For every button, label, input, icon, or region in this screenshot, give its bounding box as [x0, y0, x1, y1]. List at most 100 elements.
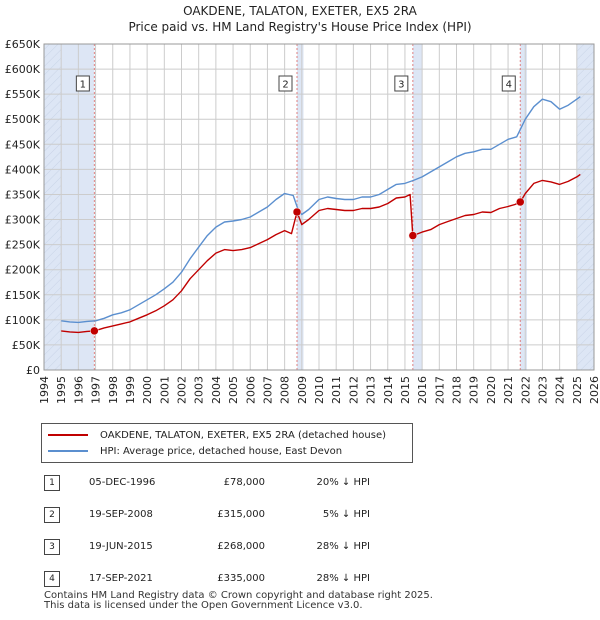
y-tick-label: £0 — [26, 364, 40, 377]
legend-swatch-property — [48, 434, 88, 436]
hpi-line — [61, 96, 581, 324]
x-tick-label: 2015 — [399, 376, 412, 404]
sale-point — [408, 231, 418, 240]
transaction-number: 1 — [44, 475, 60, 491]
x-tick-label: 2022 — [519, 376, 532, 404]
transaction-date: 05-DEC-1996 — [89, 477, 156, 488]
x-tick-label: 2012 — [347, 376, 360, 404]
x-tick-label: 2002 — [176, 376, 189, 404]
hatched-range — [576, 44, 594, 370]
x-tick-label: 2008 — [279, 376, 292, 404]
transaction-row: 1 05-DEC-1996 £78,000 20% ↓ HPI — [0, 472, 600, 492]
shaded-range — [520, 44, 527, 370]
y-tick-label: £400K — [5, 163, 41, 176]
x-tick-label: 2006 — [244, 376, 257, 404]
chart-subtitle: Price paid vs. HM Land Registry's House … — [128, 20, 472, 34]
y-tick-label: £600K — [5, 63, 41, 76]
transaction-number: 4 — [44, 571, 60, 587]
y-tick-label: £150K — [5, 289, 41, 302]
transaction-price: £315,000 — [217, 509, 265, 520]
x-tick-label: 2001 — [158, 376, 171, 404]
property-price-line — [61, 173, 581, 334]
sale-marker-label: 4 — [506, 80, 512, 91]
x-tick-label: 2021 — [502, 376, 515, 404]
sale-point — [90, 326, 99, 336]
y-tick-label: £450K — [5, 138, 41, 151]
transaction-date: 19-JUN-2015 — [89, 541, 153, 552]
transaction-number: 2 — [44, 507, 60, 523]
legend-item-hpi: HPI: Average price, detached house, East… — [48, 444, 342, 458]
x-tick-label: 1995 — [55, 376, 68, 404]
x-tick-label: 1997 — [90, 376, 103, 404]
transaction-date: 17-SEP-2021 — [89, 573, 153, 584]
x-tick-label: 2000 — [141, 376, 154, 404]
transaction-hpi-diff: 5% ↓ HPI — [322, 509, 370, 520]
y-tick-label: £200K — [5, 264, 41, 277]
legend: OAKDENE, TALATON, EXETER, EX5 2RA (detac… — [41, 423, 413, 463]
x-tick-label: 2023 — [536, 376, 549, 404]
plot-area-frame — [43, 43, 595, 371]
x-tick-label: 2018 — [451, 376, 464, 404]
footer-copyright: Contains HM Land Registry data © Crown c… — [44, 590, 433, 601]
x-tick-label: 2004 — [210, 376, 223, 404]
x-tick-label: 2025 — [571, 376, 584, 404]
transaction-hpi-diff: 28% ↓ HPI — [316, 541, 370, 552]
y-tick-label: £250K — [5, 239, 41, 252]
y-tick-label: £550K — [5, 88, 41, 101]
sale-marker-label: 3 — [398, 80, 404, 91]
x-tick-label: 2003 — [193, 376, 206, 404]
transaction-price: £335,000 — [217, 573, 265, 584]
sale-marker-box — [501, 75, 516, 92]
x-tick-label: 1998 — [107, 376, 120, 404]
legend-label-property: OAKDENE, TALATON, EXETER, EX5 2RA (detac… — [100, 429, 387, 441]
x-tick-label: 2014 — [382, 376, 395, 404]
transaction-row: 3 19-JUN-2015 £268,000 28% ↓ HPI — [0, 536, 600, 556]
y-tick-label: £300K — [5, 214, 41, 227]
legend-swatch-hpi — [48, 450, 88, 452]
x-tick-label: 2005 — [227, 376, 240, 404]
transaction-price: £268,000 — [217, 541, 265, 552]
x-tick-label: 2013 — [365, 376, 378, 404]
y-tick-label: £650K — [5, 38, 41, 51]
transaction-hpi-diff: 20% ↓ HPI — [316, 477, 370, 488]
shaded-range — [412, 44, 423, 370]
legend-label-hpi: HPI: Average price, detached house, East… — [100, 445, 343, 457]
y-tick-label: £350K — [5, 188, 41, 201]
x-tick-label: 1994 — [38, 376, 51, 404]
y-tick-label: £50K — [12, 339, 41, 352]
price-chart: 1 2 3 4 £0 £50K £100K £150K £200K £250K £300K £350… — [5, 38, 600, 404]
sale-point — [516, 197, 525, 207]
legend-item-property: OAKDENE, TALATON, EXETER, EX5 2RA (detac… — [48, 428, 386, 442]
sale-marker-box — [394, 75, 409, 92]
x-tick-label: 1999 — [124, 376, 137, 404]
x-tick-label: 2019 — [468, 376, 481, 404]
sale-marker-box — [75, 75, 90, 92]
x-tick-label: 2010 — [313, 376, 326, 404]
transaction-number: 3 — [44, 539, 60, 555]
x-tick-label: 2020 — [485, 376, 498, 404]
x-tick-label: 2026 — [588, 376, 600, 404]
chart-title: OAKDENE, TALATON, EXETER, EX5 2RA — [183, 4, 417, 18]
x-tick-label: 2016 — [416, 376, 429, 404]
shaded-range — [297, 44, 304, 370]
footer-licence: This data is licensed under the Open Gov… — [44, 600, 363, 611]
transaction-row: 4 17-SEP-2021 £335,000 28% ↓ HPI — [0, 568, 600, 588]
x-tick-label: 2007 — [261, 376, 274, 404]
transaction-price: £78,000 — [223, 477, 265, 488]
y-tick-label: £500K — [5, 113, 41, 126]
sale-point — [292, 207, 302, 217]
footer: Contains HM Land Registry data © Crown c… — [44, 591, 433, 611]
x-tick-label: 2011 — [330, 376, 343, 404]
x-tick-label: 2024 — [554, 376, 567, 404]
sale-marker-label: 1 — [80, 80, 86, 91]
transaction-row: 2 19-SEP-2008 £315,000 5% ↓ HPI — [0, 504, 600, 524]
x-tick-label: 1996 — [72, 376, 85, 404]
x-tick-label: 2009 — [296, 376, 309, 404]
x-tick-label: 2017 — [433, 376, 446, 404]
y-tick-label: £100K — [5, 314, 41, 327]
transaction-date: 19-SEP-2008 — [89, 509, 153, 520]
hatched-range — [44, 44, 62, 370]
sale-marker-box — [278, 75, 293, 92]
sale-marker-label: 2 — [282, 80, 288, 91]
transaction-hpi-diff: 28% ↓ HPI — [316, 573, 370, 584]
